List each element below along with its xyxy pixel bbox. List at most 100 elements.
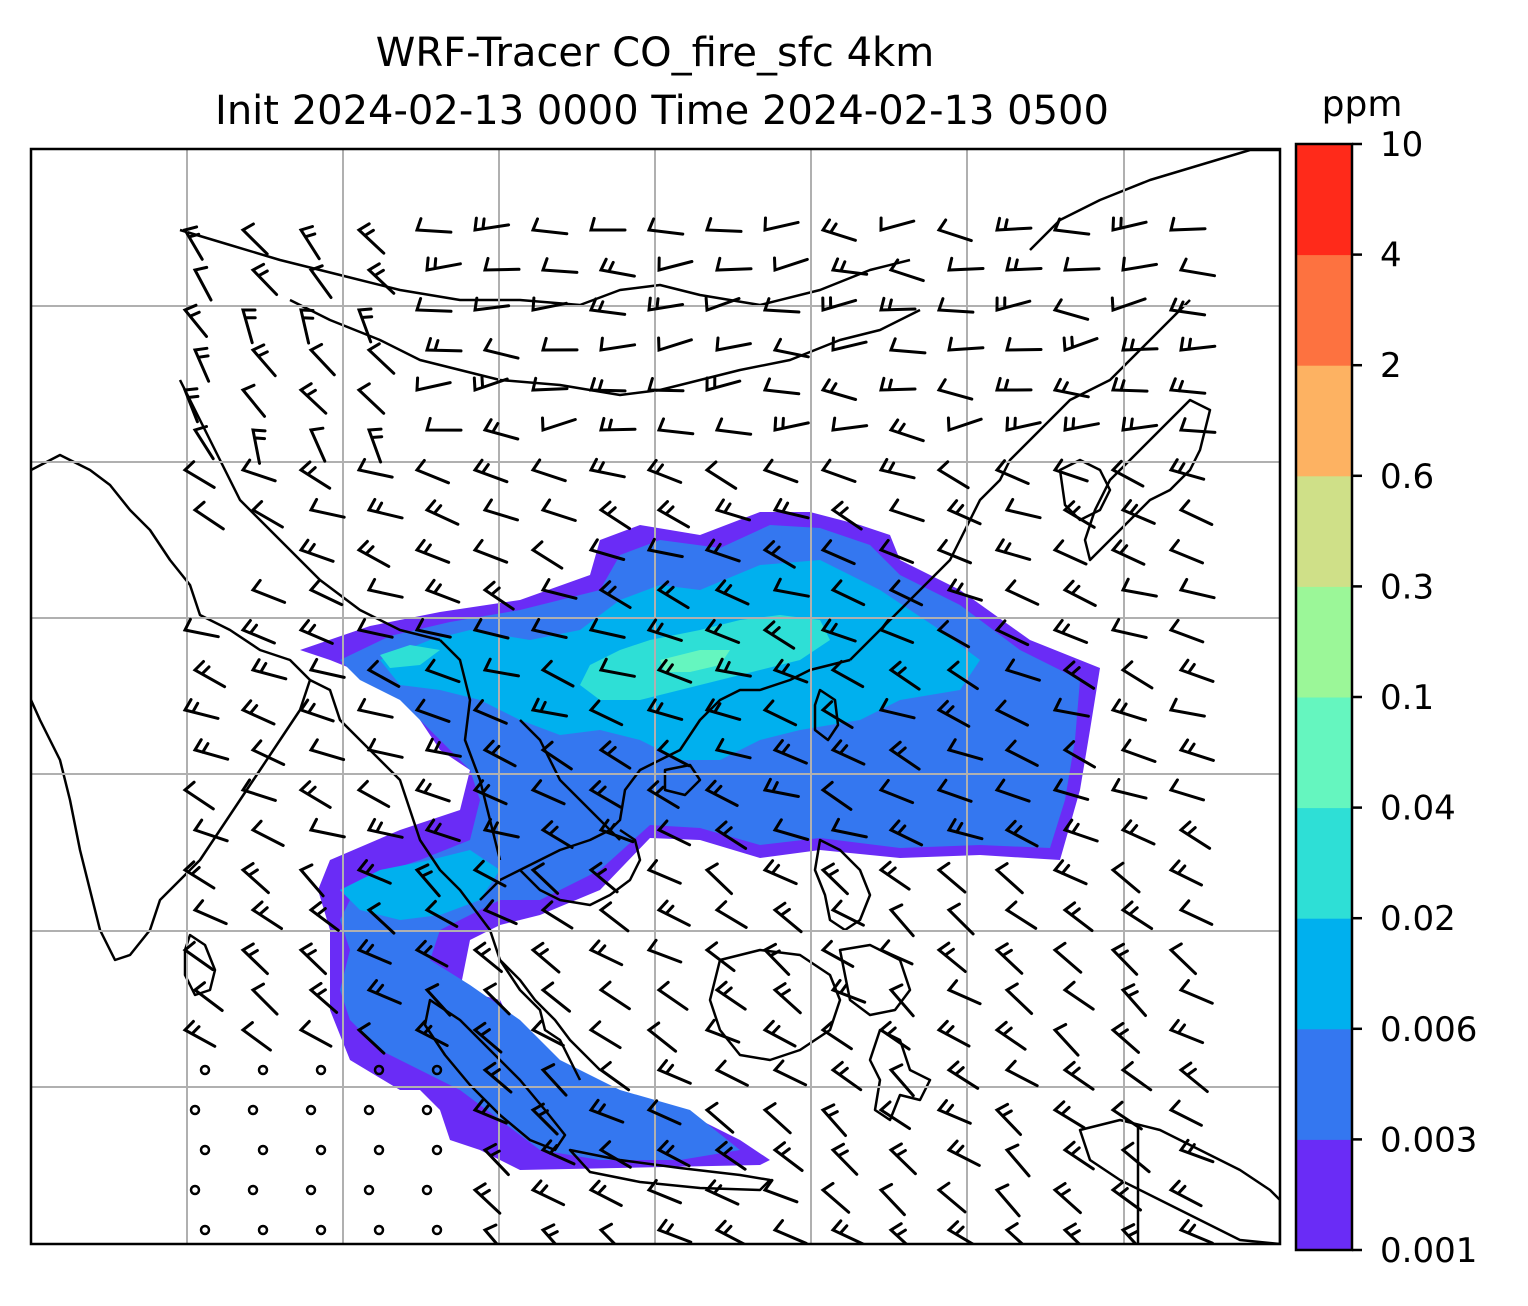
wind-barb	[588, 780, 622, 809]
colorbar-tick-label: 2	[1380, 346, 1402, 386]
wind-barb	[1168, 859, 1203, 887]
wind-barb	[1004, 498, 1042, 520]
wind-barb	[1062, 980, 1095, 1011]
wind-barb	[936, 861, 967, 894]
wind-barb	[1110, 1021, 1140, 1054]
wind-barb	[888, 579, 924, 607]
wind-barb	[1121, 256, 1158, 272]
wind-barb	[936, 297, 975, 314]
wind-barb	[946, 1220, 976, 1244]
wind-barb	[878, 1100, 911, 1130]
wind-barb	[994, 1020, 1027, 1051]
wind-barb	[936, 941, 967, 973]
wind-barb	[1110, 1100, 1143, 1131]
wind-barb	[356, 859, 392, 885]
wind-barb	[541, 336, 579, 352]
colorbar-tick-label: 10	[1380, 125, 1423, 165]
wind-barb	[1004, 739, 1039, 767]
wind-barb	[482, 418, 520, 441]
wind-barb	[241, 308, 257, 345]
wind-barb	[947, 336, 985, 352]
wind-barb	[588, 617, 626, 639]
colorbar-box	[1296, 1139, 1352, 1251]
wind-barb	[424, 737, 462, 758]
wind-barb	[936, 699, 971, 728]
wind-barb	[482, 1061, 513, 1094]
wind-barb	[182, 303, 208, 338]
wind-barb	[646, 859, 682, 885]
wind-barb	[308, 342, 336, 377]
wind-barb	[831, 336, 868, 352]
wind-barb	[1168, 942, 1197, 976]
wind-barb	[656, 580, 690, 610]
wind-barb	[425, 416, 463, 432]
wind-barb	[588, 538, 626, 561]
wind-barb	[308, 901, 340, 932]
wind-barb	[588, 1098, 625, 1124]
wind-barb	[182, 860, 216, 890]
plume-level-0.02-b	[380, 645, 440, 668]
wind-barb	[762, 1019, 797, 1048]
wind-barb	[250, 900, 283, 930]
wind-barb	[714, 1140, 747, 1171]
colorbar-box	[1296, 475, 1352, 587]
wind-barb	[1062, 818, 1099, 843]
wind-barb	[1120, 1223, 1139, 1244]
wind-barb	[946, 1139, 981, 1167]
wind-barb	[762, 1178, 799, 1204]
wind-barb	[298, 619, 334, 645]
wind-barb	[646, 1099, 682, 1126]
wind-barb	[356, 539, 391, 568]
wind-barb	[356, 222, 386, 255]
wind-barb	[598, 1061, 631, 1092]
wind-barb	[1120, 900, 1154, 930]
wind-barb	[598, 580, 632, 609]
japan	[1083, 398, 1212, 562]
wind-barb	[308, 738, 346, 762]
wind-barb	[530, 1179, 566, 1207]
wind-barb	[888, 418, 925, 443]
wind-barb	[240, 1021, 272, 1052]
wind-barb	[1063, 256, 1101, 272]
wind-barb	[1178, 578, 1216, 600]
wind-barb	[414, 698, 451, 723]
wind-barb	[714, 820, 748, 850]
wind-barb	[714, 657, 752, 678]
calm-wind-marker	[189, 1184, 201, 1196]
wind-barb	[598, 500, 631, 530]
wind-barb	[250, 739, 286, 766]
wind-barb	[1178, 257, 1216, 278]
wind-barb	[820, 700, 854, 729]
wind-barb	[1168, 458, 1206, 481]
wind-barb	[947, 256, 985, 272]
wind-barb	[425, 256, 462, 272]
wind-barb	[366, 659, 401, 688]
wind-barb	[250, 658, 288, 681]
wind-barb	[472, 859, 507, 888]
wind-barb	[414, 939, 449, 968]
wind-barb	[1169, 216, 1207, 232]
wind-barb	[830, 1219, 866, 1244]
colorbar-frame	[1294, 142, 1354, 1252]
wind-barb	[308, 981, 339, 1014]
wind-barb	[820, 1020, 853, 1051]
wind-barb	[1168, 377, 1207, 395]
wind-barb	[356, 457, 394, 479]
wind-barb	[308, 657, 346, 679]
wind-barb	[704, 1101, 735, 1134]
wind-barb	[182, 780, 215, 811]
wind-barb	[772, 337, 810, 359]
wind-barb	[298, 1019, 333, 1048]
wind-barb	[994, 538, 1032, 561]
wind-barb	[414, 297, 453, 313]
wind-barb	[830, 817, 868, 839]
wind-barb	[240, 942, 269, 976]
wind-barb	[1052, 1182, 1082, 1215]
wind-barb	[540, 981, 571, 1013]
wind-barb	[531, 376, 569, 392]
wind-barb	[1120, 1061, 1153, 1092]
wind-barb	[473, 296, 511, 312]
wind-barb	[540, 1139, 576, 1166]
wind-barb	[772, 658, 809, 684]
wind-barb	[250, 343, 277, 378]
